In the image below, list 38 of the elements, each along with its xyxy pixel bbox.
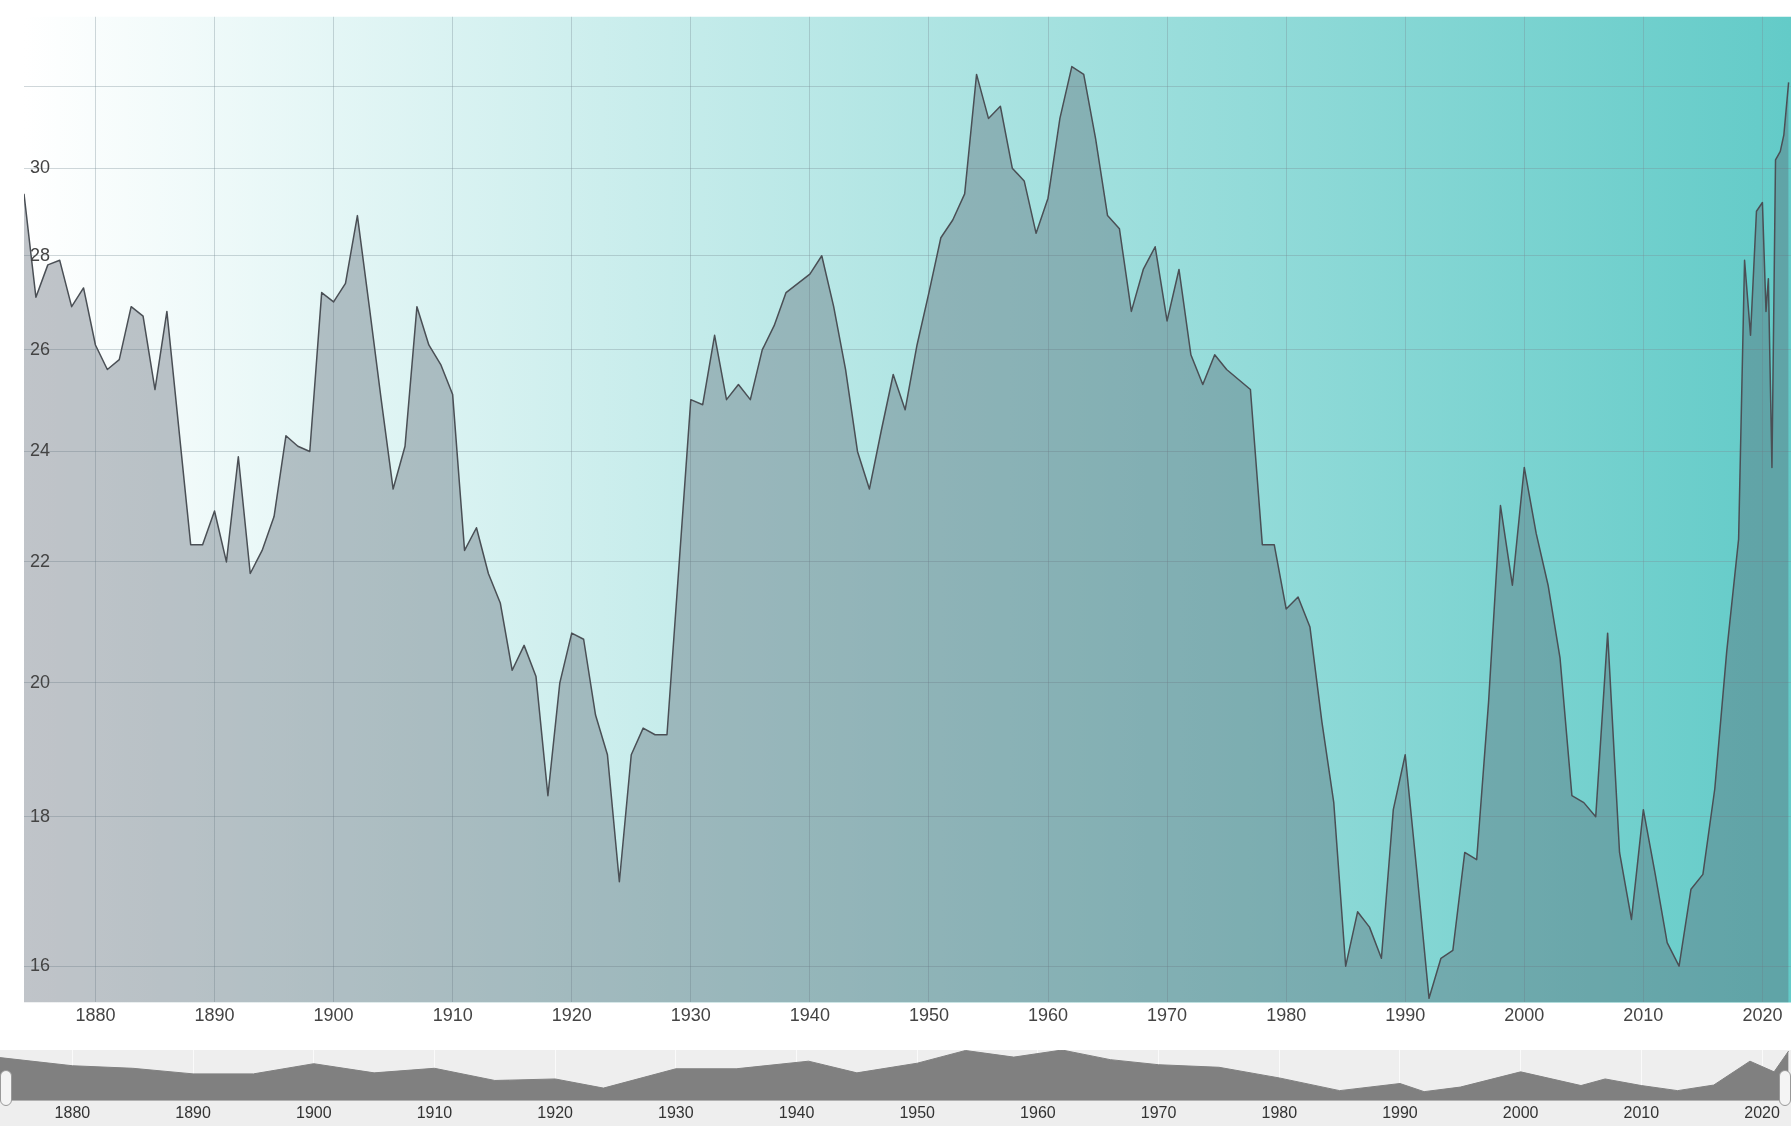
x-tick-label: 1890 [194,1005,235,1026]
y-tick-label: 16 [30,955,51,976]
x-tick-label: 1910 [416,1103,453,1121]
x-tick-label: 1900 [313,1005,354,1026]
x-tick-label: 1970 [1140,1103,1177,1121]
y-tick-label: 22 [30,550,51,571]
y-tick-label: 18 [30,805,51,826]
x-tick-label: 1970 [1147,1005,1188,1026]
x-tick-label: 2020 [1742,1005,1783,1026]
x-tick-label: 1940 [789,1005,830,1026]
x-tick-label: 2000 [1504,1005,1545,1026]
x-tick-label: 1880 [54,1103,91,1121]
y-tick-label: 30 [30,157,51,178]
y-tick-label: 28 [30,244,51,265]
x-tick-label: 1950 [899,1103,936,1121]
x-tick-label: 2010 [1623,1005,1664,1026]
x-tick-label: 1990 [1385,1005,1426,1026]
x-tick-label: 1910 [432,1005,473,1026]
y-tick-label: 24 [30,440,51,461]
x-tick-label: 1900 [295,1103,332,1121]
x-tick-label: 1980 [1266,1005,1307,1026]
y-tick-label: 26 [30,338,51,359]
x-tick-label: 2000 [1502,1103,1539,1121]
y-tick-label: 20 [30,671,51,692]
x-tick-label: 2020 [1744,1103,1780,1121]
x-tick-label: 1960 [1027,1005,1069,1026]
x-tick-label: 1930 [658,1103,694,1121]
x-tick-label: 1960 [1020,1103,1056,1121]
x-tick-label: 1920 [537,1103,574,1121]
x-tick-label: 1980 [1261,1103,1298,1121]
x-tick-label: 1920 [551,1005,592,1026]
x-tick-label: 1950 [908,1005,949,1026]
x-tick-label: 1930 [670,1005,711,1026]
x-tick-label: 1990 [1382,1103,1418,1121]
x-tick-label: 1880 [75,1005,116,1026]
x-tick-label: 1940 [778,1103,815,1121]
x-tick-label: 1890 [175,1103,211,1121]
x-tick-label: 2010 [1623,1103,1660,1121]
